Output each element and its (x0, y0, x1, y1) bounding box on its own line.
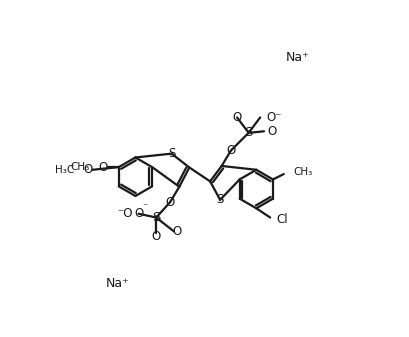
Text: O⁻: O⁻ (266, 111, 281, 124)
Text: O: O (165, 196, 174, 209)
Text: S: S (168, 147, 175, 160)
Text: O: O (172, 225, 181, 238)
Text: O: O (99, 161, 108, 174)
Text: Na⁺: Na⁺ (106, 277, 129, 290)
Text: S: S (244, 126, 252, 139)
Text: O: O (83, 163, 93, 176)
Text: CH₃: CH₃ (292, 167, 312, 177)
Text: O: O (134, 207, 143, 220)
Text: Cl: Cl (276, 213, 287, 226)
Text: S: S (152, 211, 160, 224)
Text: H₃C: H₃C (54, 165, 74, 175)
Text: Na⁺: Na⁺ (285, 51, 308, 64)
Text: ⁻O: ⁻O (117, 207, 132, 220)
Text: O: O (226, 144, 235, 157)
Text: CH₃: CH₃ (70, 162, 89, 172)
Text: S: S (216, 193, 223, 206)
Text: O: O (267, 125, 276, 138)
Text: ⁻: ⁻ (142, 203, 147, 213)
Text: O: O (232, 111, 241, 124)
Text: O: O (151, 229, 160, 243)
